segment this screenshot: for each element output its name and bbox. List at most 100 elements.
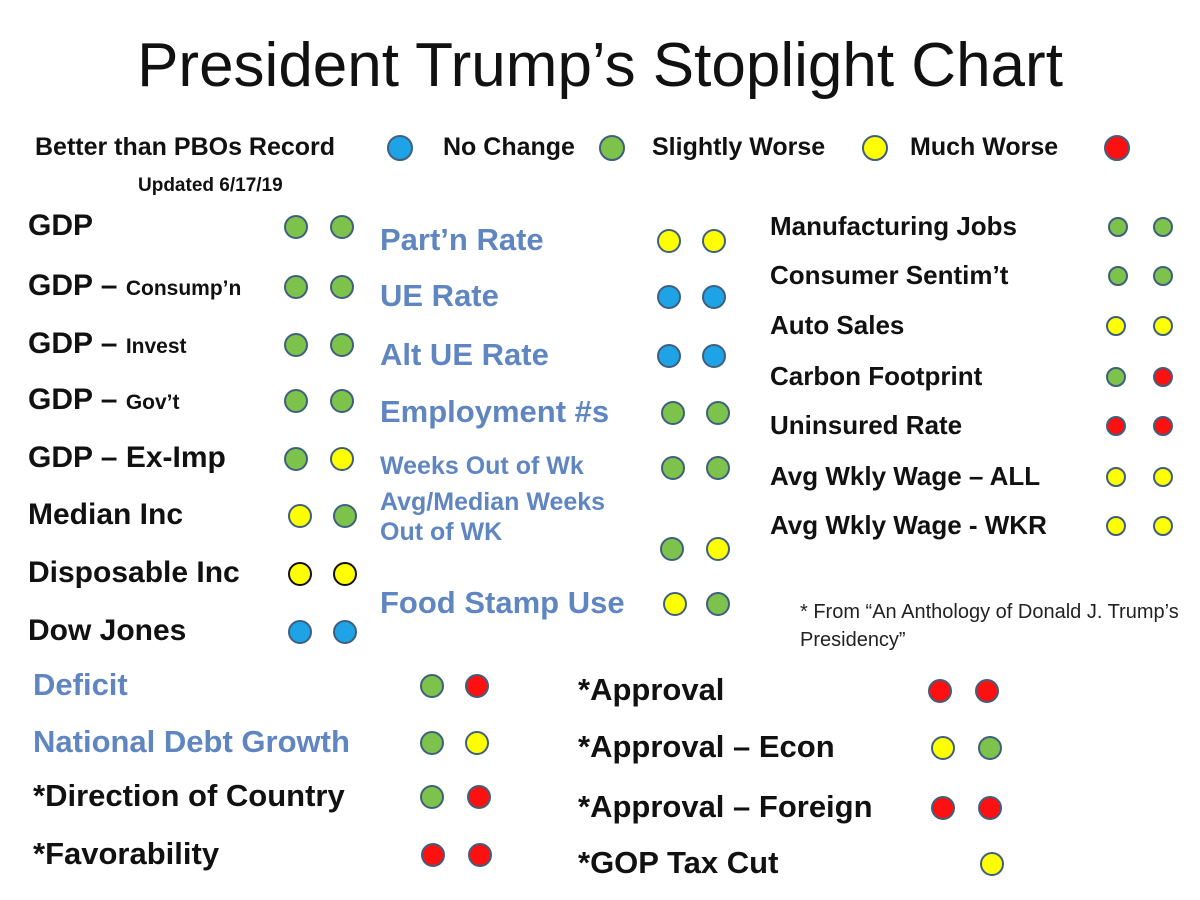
- yellow-light-icon: [1153, 516, 1173, 536]
- metric-label: GDP – Invest: [28, 326, 187, 360]
- yellow-light-icon: [980, 852, 1004, 876]
- metric-label: *Direction of Country: [33, 780, 345, 811]
- green-light-icon: [330, 389, 354, 413]
- metric-name: Consumer Sentim’t: [770, 259, 1009, 290]
- metric-label: Avg Wkly Wage – ALL: [770, 463, 1040, 489]
- metric-label: *Approval: [578, 674, 724, 705]
- green-light-icon: [1108, 266, 1128, 286]
- metric-label: *GOP Tax Cut: [578, 847, 778, 878]
- yellow-light-icon: [663, 592, 687, 616]
- green-light-icon: [284, 215, 308, 239]
- red-light-icon: [421, 843, 445, 867]
- metric-subname: Invest: [125, 334, 187, 358]
- metric-label: Manufacturing Jobs: [770, 213, 1017, 239]
- green-light-icon: [660, 537, 684, 561]
- metric-subname: Gov’t: [125, 390, 180, 414]
- blue-light-icon: [387, 135, 413, 161]
- green-light-icon: [284, 389, 308, 413]
- metric-name: GDP –: [28, 268, 126, 302]
- green-light-icon: [661, 401, 685, 425]
- yellow-light-icon: [330, 447, 354, 471]
- metric-name: Manufacturing Jobs: [770, 210, 1018, 241]
- metric-name: Disposable Inc: [28, 555, 240, 589]
- yellow-light-icon: [288, 504, 312, 528]
- green-light-icon: [420, 731, 444, 755]
- metric-label: Consumer Sentim’t: [770, 262, 1008, 288]
- metric-label: Employment #s: [380, 396, 609, 427]
- green-light-icon: [599, 135, 625, 161]
- green-light-icon: [284, 447, 308, 471]
- metric-name: Weeks Out of Wk: [380, 452, 584, 481]
- metric-label: GDP: [28, 208, 94, 242]
- red-light-icon: [465, 674, 489, 698]
- metric-label: Uninsured Rate: [770, 412, 962, 438]
- metric-name: *Approval – Econ: [578, 728, 835, 764]
- red-light-icon: [975, 679, 999, 703]
- green-light-icon: [330, 215, 354, 239]
- legend-label: Much Worse: [910, 133, 1059, 161]
- page-title: President Trump’s Stoplight Chart: [137, 31, 1063, 100]
- source-note: * From “An Anthology of Donald J. Trump’…: [800, 601, 1179, 651]
- metric-label: Food Stamp Use: [380, 587, 625, 618]
- updated-date: Updated 6/17/19: [138, 175, 283, 196]
- yellow-light-icon: [1106, 467, 1126, 487]
- legend-label: No Change: [443, 133, 575, 161]
- green-light-icon: [661, 456, 685, 480]
- blue-light-icon: [702, 344, 726, 368]
- metric-label: GDP – Consump’n: [28, 268, 242, 302]
- yellow-light-icon: [465, 731, 489, 755]
- metric-label: Auto Sales: [770, 312, 904, 338]
- green-light-icon: [284, 333, 308, 357]
- green-light-icon: [706, 401, 730, 425]
- legend-label: Better than PBOs Record: [35, 133, 336, 161]
- red-light-icon: [1106, 416, 1126, 436]
- blue-light-icon: [657, 285, 681, 309]
- green-light-icon: [330, 333, 354, 357]
- metric-label: Weeks Out of Wk: [380, 454, 584, 479]
- yellow-light-icon: [706, 537, 730, 561]
- yellow-light-icon: [1153, 467, 1173, 487]
- metric-label: Carbon Footprint: [770, 363, 982, 389]
- metric-name: Deficit: [33, 666, 128, 702]
- yellow-light-icon: [931, 736, 955, 760]
- blue-light-icon: [333, 620, 357, 644]
- metric-name: GDP –: [28, 326, 126, 360]
- yellow-light-icon: [288, 562, 312, 586]
- yellow-light-icon: [657, 229, 681, 253]
- green-light-icon: [706, 592, 730, 616]
- green-light-icon: [978, 736, 1002, 760]
- metric-name: GDP: [28, 208, 94, 242]
- metric-subname: Consump’n: [125, 276, 242, 300]
- metric-name: Dow Jones: [28, 613, 187, 647]
- green-light-icon: [1153, 217, 1173, 237]
- green-light-icon: [330, 275, 354, 299]
- green-light-icon: [284, 275, 308, 299]
- metric-name: Avg Wkly Wage – ALL: [770, 460, 1041, 491]
- yellow-light-icon: [702, 229, 726, 253]
- metric-label: Disposable Inc: [28, 555, 240, 589]
- green-light-icon: [706, 456, 730, 480]
- green-light-icon: [1108, 217, 1128, 237]
- metric-name: Uninsured Rate: [770, 409, 963, 440]
- metric-name: Part’n Rate: [380, 221, 544, 257]
- metric-name: *Approval – Foreign: [578, 788, 873, 824]
- metric-name: UE Rate: [380, 277, 499, 313]
- metric-label: UE Rate: [380, 280, 499, 311]
- green-light-icon: [1153, 266, 1173, 286]
- metric-label: *Favorability: [33, 838, 219, 869]
- metric-name: Avg/Median Weeks: [380, 487, 606, 516]
- metric-name: *GOP Tax Cut: [578, 844, 779, 880]
- legend-label: Slightly Worse: [652, 133, 826, 161]
- metric-label: Median Inc: [28, 499, 183, 530]
- yellow-light-icon: [1106, 516, 1126, 536]
- metric-name: Avg Wkly Wage - WKR: [770, 509, 1047, 540]
- blue-light-icon: [657, 344, 681, 368]
- metric-name: *Favorability: [33, 835, 220, 871]
- metric-label: Dow Jones: [28, 613, 187, 647]
- green-light-icon: [1106, 367, 1126, 387]
- blue-light-icon: [288, 620, 312, 644]
- metric-label: *Approval – Econ: [578, 731, 835, 762]
- red-light-icon: [1104, 135, 1130, 161]
- yellow-light-icon: [1153, 316, 1173, 336]
- metric-label: Deficit: [33, 669, 128, 700]
